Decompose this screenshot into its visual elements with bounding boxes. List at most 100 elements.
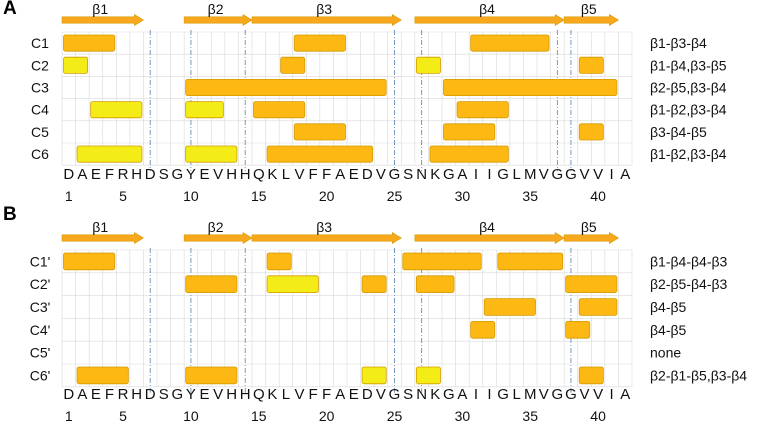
row-pattern: none — [650, 345, 681, 361]
sequence-residue: R — [118, 166, 129, 183]
row-pattern: β1-β4,β3-β5 — [650, 57, 727, 73]
strand-label: β2 — [208, 219, 224, 235]
sequence-residue: M — [524, 386, 537, 403]
position-tick: 5 — [119, 188, 127, 204]
sequence-residue: R — [118, 386, 129, 403]
strand-arrow — [61, 231, 145, 245]
contact-bar — [443, 123, 496, 141]
sequence-residue: E — [91, 166, 101, 183]
sequence-residue: I — [487, 166, 491, 183]
sequence-residue: G — [565, 386, 577, 403]
contact-bar — [76, 366, 129, 385]
sequence-residue: G — [552, 386, 564, 403]
strand-arrow — [61, 13, 145, 27]
sequence-residue: V — [539, 166, 549, 183]
sequence-residue: Y — [186, 386, 196, 403]
sequence-residue: L — [512, 386, 520, 403]
sequence-residue: N — [416, 166, 427, 183]
sequence-residue: G — [497, 386, 509, 403]
sequence-residue: A — [620, 166, 630, 183]
sequence-residue: V — [376, 386, 386, 403]
sequence-residue: I — [487, 386, 491, 403]
strand-arrow — [183, 231, 253, 245]
sequence-residue: H — [226, 166, 237, 183]
sequence-residue: I — [474, 386, 478, 403]
position-tick: 35 — [522, 188, 538, 204]
sequence-residue: A — [457, 166, 467, 183]
contact-bar — [253, 101, 306, 119]
row-pattern: β2-β5-β4-β3 — [650, 276, 728, 292]
contact-bar — [429, 145, 509, 163]
sequence-residue: E — [199, 166, 209, 183]
contact-bar — [63, 252, 116, 271]
strand-arrow — [251, 231, 402, 245]
row-label: C5' — [30, 345, 51, 361]
contact-bar — [76, 145, 143, 163]
position-tick: 10 — [183, 408, 199, 424]
sequence-residue: V — [376, 166, 386, 183]
contact-bar — [266, 252, 292, 271]
sequence-residue: G — [552, 166, 564, 183]
panel-b-letter: B — [3, 204, 17, 225]
sequence-residue: S — [159, 386, 169, 403]
sequence-residue: F — [105, 386, 114, 403]
position-tick: 35 — [522, 408, 538, 424]
contact-bar — [266, 275, 319, 293]
contact-bar — [185, 145, 238, 163]
sequence-residue: V — [294, 166, 304, 183]
sequence-residue: E — [349, 166, 359, 183]
row-label: C2 — [31, 57, 49, 73]
panel-a: β1 β2 β3 β4 β5 C1 β1-β3-β4 C2 β1-β4,β3-β5 C3 β2-β5… — [31, 1, 727, 204]
row-label: C4' — [30, 322, 51, 338]
position-tick: 20 — [319, 408, 335, 424]
position-tick: 40 — [590, 188, 606, 204]
strand-arrow — [563, 13, 620, 27]
sequence-residue: F — [308, 386, 317, 403]
sequence-residue: Q — [253, 386, 265, 403]
position-tick: 25 — [387, 408, 403, 424]
sequence-residue: V — [579, 166, 589, 183]
sequence-residue: H — [226, 386, 237, 403]
sequence-residue: A — [335, 386, 345, 403]
contact-bar — [578, 56, 604, 74]
contact-bar — [280, 56, 306, 74]
position-tick: 15 — [251, 408, 267, 424]
sequence-residue: F — [105, 166, 114, 183]
sequence-residue: I — [474, 166, 478, 183]
strand-arrow — [414, 13, 565, 27]
position-tick: 5 — [119, 408, 127, 424]
contact-bar — [497, 252, 564, 271]
sequence-residue: S — [403, 166, 413, 183]
row-label: C1' — [30, 253, 51, 269]
contact-bar — [415, 366, 441, 385]
row-label: C5 — [31, 124, 49, 140]
strand-label: β1 — [92, 219, 108, 235]
sequence-residue: V — [579, 386, 589, 403]
sequence-residue: D — [362, 386, 373, 403]
contact-bar — [578, 123, 604, 141]
contact-bar — [415, 56, 441, 74]
sequence-residue: Q — [253, 166, 265, 183]
contact-bar — [63, 56, 89, 74]
strand-label: β2 — [208, 1, 224, 17]
contact-bar — [293, 34, 346, 52]
sequence-residue: G — [497, 166, 509, 183]
row-pattern: β1-β2,β3-β4 — [650, 102, 727, 118]
sequence-residue: E — [91, 386, 101, 403]
sequence-residue: K — [430, 166, 440, 183]
row-label: C3 — [31, 80, 49, 96]
position-tick: 10 — [183, 188, 199, 204]
panel-a-letter: A — [3, 0, 17, 19]
sequence-residue: F — [322, 166, 331, 183]
sequence-residue: D — [145, 386, 156, 403]
strand-arrow — [251, 13, 402, 27]
row-label: C6' — [30, 367, 51, 383]
contact-bar — [293, 123, 346, 141]
strand-label: β3 — [316, 219, 332, 235]
sequence-residue: G — [172, 166, 184, 183]
strand-arrow — [183, 13, 253, 27]
row-label: C3' — [30, 299, 51, 315]
sequence-residue: L — [282, 166, 290, 183]
contact-bar — [185, 101, 224, 119]
contact-bar — [361, 275, 387, 293]
